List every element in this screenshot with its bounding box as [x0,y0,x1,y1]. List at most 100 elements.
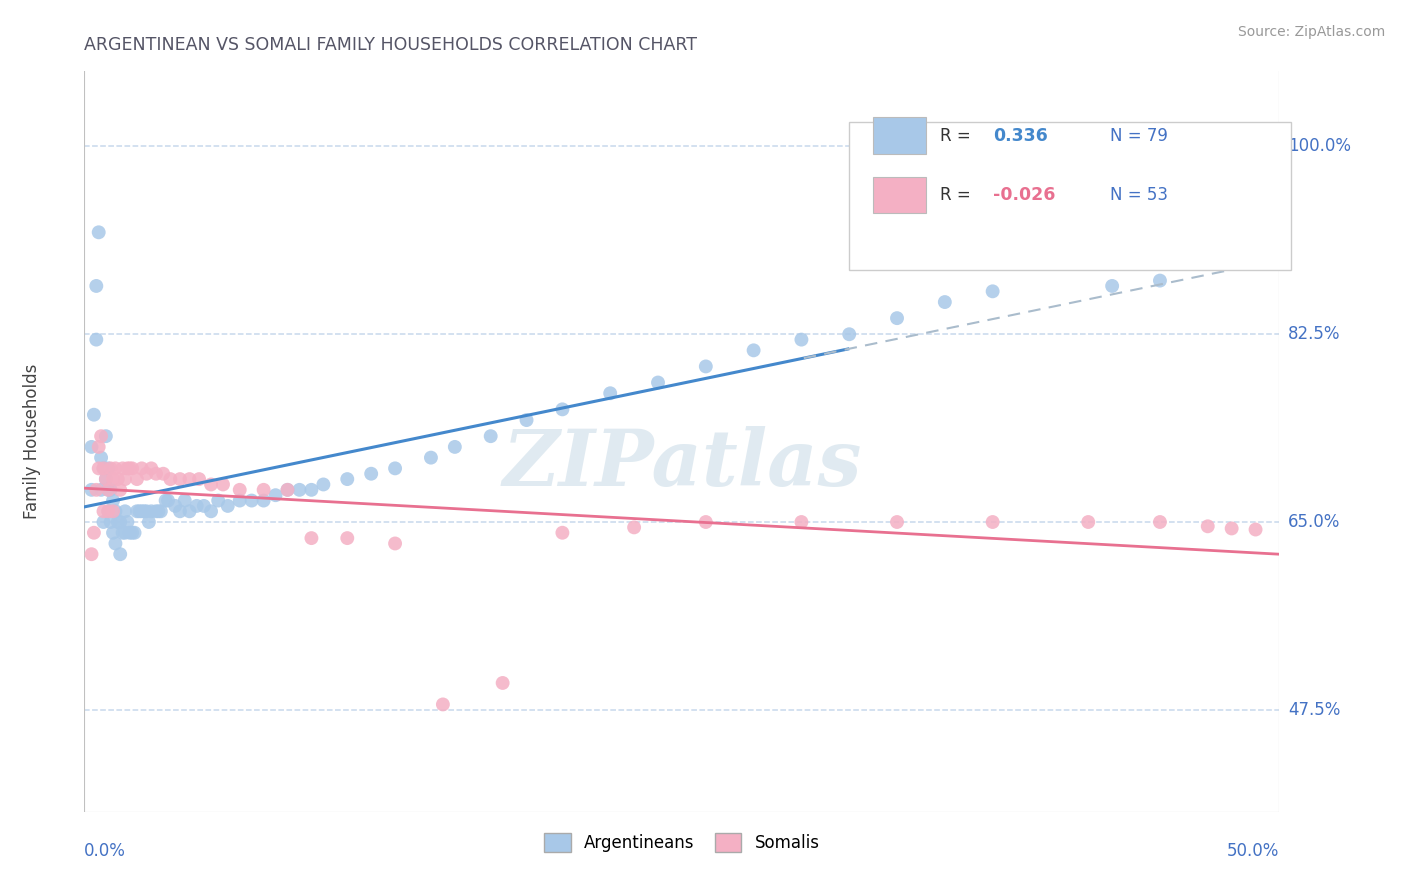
Point [277,483,299,497]
Point [200,477,222,491]
Point [97,504,120,518]
Point [100,483,122,497]
Text: 82.5%: 82.5% [1288,326,1340,343]
Point [121,461,143,475]
Point [981,285,1004,299]
Point [179,472,201,486]
Point [111,525,134,540]
Point [695,359,717,374]
Point [981,515,1004,529]
Point [93,504,115,518]
Point [444,440,467,454]
Point [125,472,148,486]
Point [118,461,141,475]
Point [87,225,110,239]
Point [384,461,406,475]
Point [117,515,139,529]
Point [1149,515,1171,529]
Point [128,504,150,518]
Point [173,493,195,508]
Text: 0.336: 0.336 [993,127,1047,145]
Point [141,504,163,518]
Point [94,472,117,486]
Point [253,483,276,497]
Text: ARGENTINEAN VS SOMALI FAMILY HOUSEHOLDS CORRELATION CHART: ARGENTINEAN VS SOMALI FAMILY HOUSEHOLDS … [84,36,697,54]
Point [288,483,311,497]
Point [100,461,122,475]
Point [94,429,117,443]
Point [336,531,359,545]
Point [97,483,120,497]
Point [83,408,105,422]
Point [110,515,132,529]
Legend: Argentineans, Somalis: Argentineans, Somalis [537,826,827,859]
Point [1149,274,1171,288]
Point [157,493,180,508]
Point [101,504,124,518]
Point [886,515,908,529]
Point [80,483,103,497]
Point [360,467,382,481]
Point [301,531,323,545]
Point [148,504,170,518]
Point [145,467,167,481]
Point [93,461,115,475]
Point [152,467,174,481]
Point [1077,515,1099,529]
Point [742,343,765,358]
Point [90,429,112,443]
Point [934,295,956,310]
Point [131,504,153,518]
Point [1197,519,1219,533]
Point [253,493,276,508]
Point [104,461,127,475]
Point [551,525,574,540]
Point [87,461,110,475]
Point [193,499,215,513]
Text: Source: ZipAtlas.com: Source: ZipAtlas.com [1237,25,1385,39]
Point [118,525,141,540]
Point [101,493,124,508]
Point [277,483,299,497]
Point [107,472,129,486]
Point [1220,521,1243,535]
Text: ZIPatlas: ZIPatlas [502,425,862,502]
Point [1244,523,1267,537]
Point [145,504,167,518]
Point [1101,279,1123,293]
Point [104,504,127,518]
Point [312,477,335,491]
Point [179,504,201,518]
Point [131,461,153,475]
Point [135,467,157,481]
Point [551,402,574,417]
Point [110,547,132,561]
Point [165,499,187,513]
Point [207,493,229,508]
Point [516,413,538,427]
Point [117,461,139,475]
Point [80,440,103,454]
Point [97,504,120,518]
Point [229,483,252,497]
Point [110,483,132,497]
Point [125,504,148,518]
Point [647,376,669,390]
Point [93,515,115,529]
Point [101,525,124,540]
Point [790,515,813,529]
Point [420,450,443,465]
Point [169,472,191,486]
Point [97,461,120,475]
Point [86,279,108,293]
Point [138,515,160,529]
Point [83,525,105,540]
Point [90,483,112,497]
Point [432,698,454,712]
Point [479,429,502,443]
Point [114,525,136,540]
Point [186,499,208,513]
Point [384,536,406,550]
Point [336,472,359,486]
Point [623,520,645,534]
